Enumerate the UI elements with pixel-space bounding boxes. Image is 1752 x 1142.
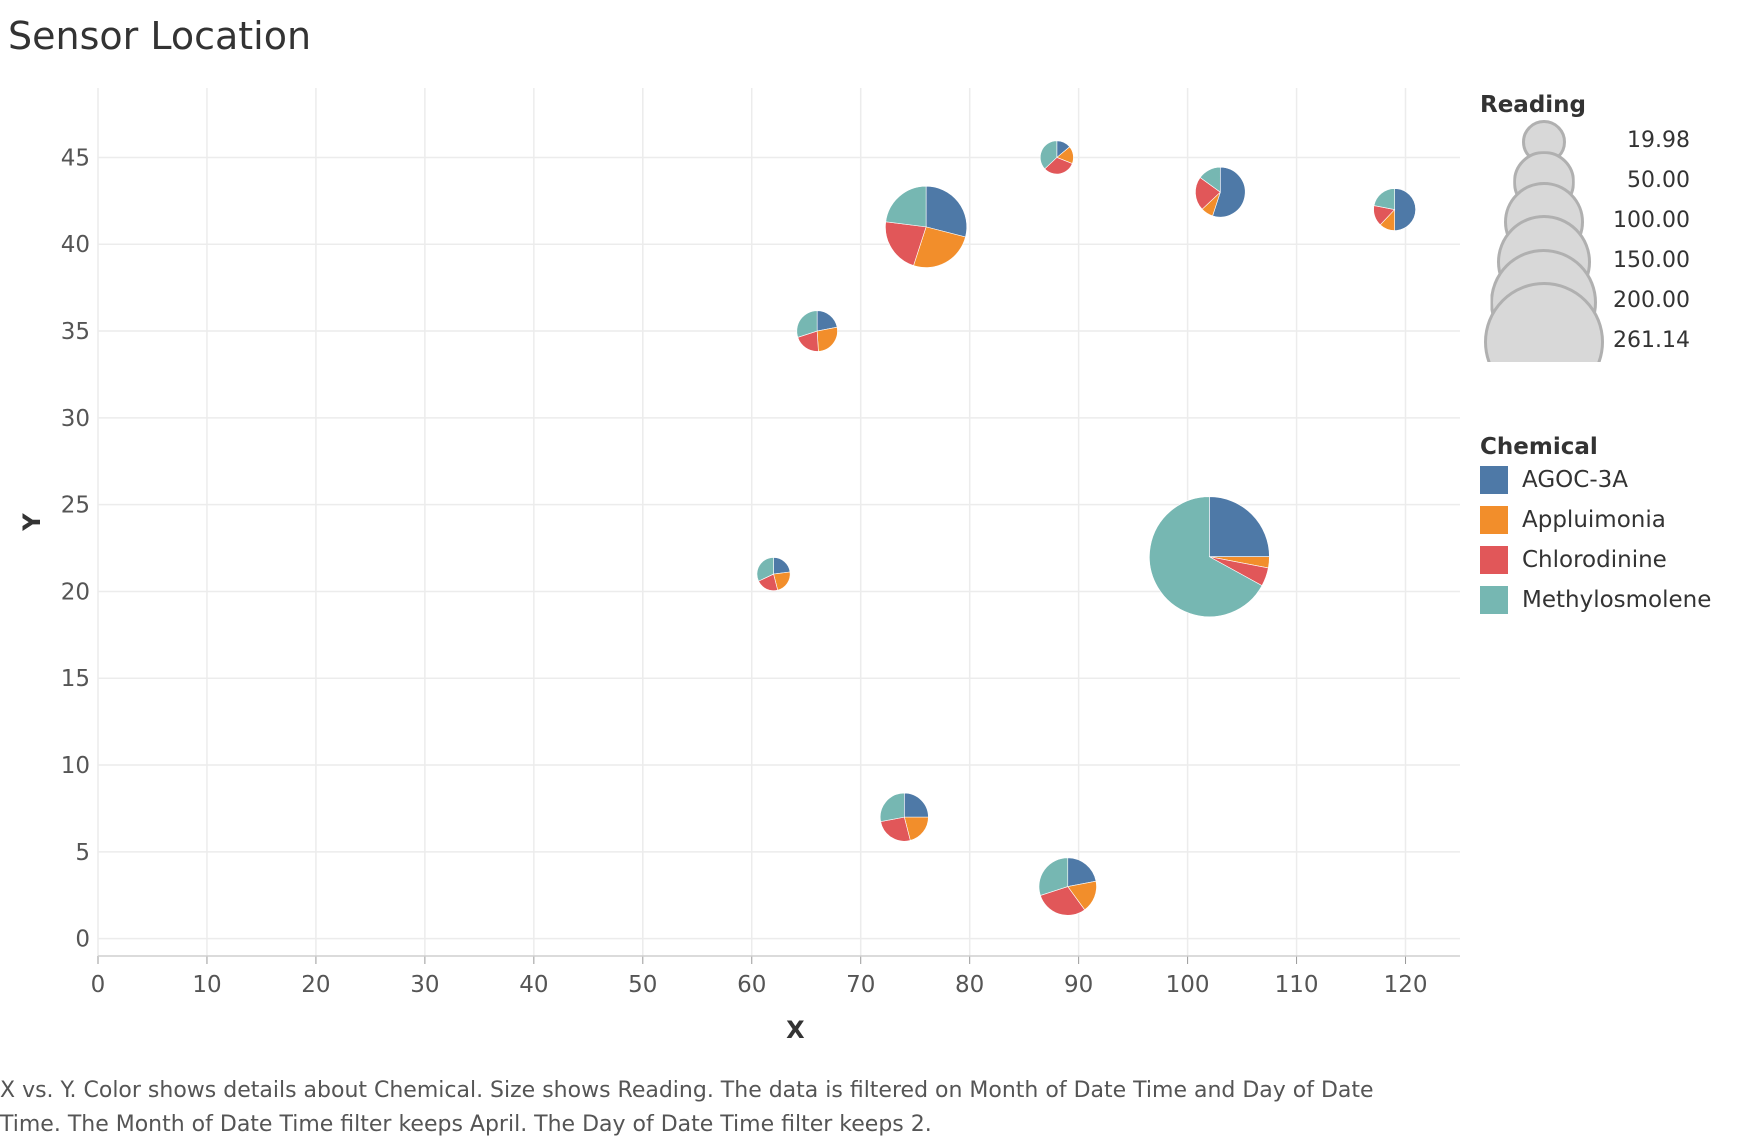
pie-slice-agoc-3a (925, 185, 968, 238)
pie-slice-agoc-3a (1209, 496, 1270, 558)
pie-slice-methylosmolene (885, 185, 927, 228)
legend-swatch (1480, 546, 1508, 574)
x-tick-label: 90 (1064, 972, 1093, 998)
legend-label: Appluimonia (1522, 507, 1666, 533)
size-legend-item: 19.98 (1480, 119, 1740, 163)
size-legend-label: 19.98 (1627, 128, 1690, 153)
color-legend: AGOC-3A Appluimonia Chlorodinine Methylosmo… (1480, 460, 1740, 620)
x-tick-label: 0 (91, 972, 106, 998)
color-legend-item: Methylosmolene (1480, 580, 1740, 620)
y-tick-label: 40 (61, 232, 90, 258)
pie-slice-methylosmolene (796, 310, 818, 338)
chart-title: Sensor Location (8, 14, 312, 58)
y-tick-label: 10 (61, 753, 90, 779)
y-tick-label: 25 (61, 493, 90, 519)
legend-label: Chlorodinine (1522, 547, 1667, 573)
legend-panel: Reading 19.98 50.00 100.00 150.00 200.00 261.… (1480, 92, 1740, 620)
pie-slice-methylosmolene (756, 557, 774, 582)
legend-label: AGOC-3A (1522, 467, 1628, 493)
size-legend-label: 150.00 (1613, 248, 1690, 273)
size-legend-title: Reading (1480, 92, 1587, 118)
y-axis-title: Y (18, 513, 46, 532)
x-tick-label: 100 (1166, 972, 1210, 998)
pie-slice-chlorodinine (880, 816, 911, 842)
pie-slice-methylosmolene (1039, 140, 1058, 170)
x-tick-label: 120 (1384, 972, 1428, 998)
x-tick-label: 40 (519, 972, 548, 998)
pie-slice-agoc-3a (1067, 857, 1097, 887)
pie-slice-methylosmolene (1038, 857, 1069, 896)
size-legend-circle (1484, 282, 1604, 362)
size-legend-item: 261.14 (1480, 282, 1740, 362)
x-tick-label: 60 (737, 972, 766, 998)
pie-slice-methylosmolene (1149, 496, 1263, 618)
pie-slice-chlorodinine (1195, 177, 1221, 210)
color-legend-title: Chemical (1480, 434, 1598, 460)
legend-label: Methylosmolene (1522, 587, 1712, 613)
y-tick-label: 45 (61, 145, 90, 171)
size-legend-label: 50.00 (1627, 168, 1690, 193)
color-legend-item: Appluimonia (1480, 500, 1740, 540)
pie-slice-appluimonia (816, 326, 838, 352)
size-legend: 19.98 50.00 100.00 150.00 200.00 261.14 (1480, 119, 1740, 412)
x-tick-label: 80 (955, 972, 984, 998)
y-tick-label: 0 (75, 927, 90, 953)
x-tick-label: 30 (410, 972, 439, 998)
y-tick-label: 5 (75, 840, 90, 866)
pie-slice-chlorodinine (1044, 157, 1073, 175)
chart-caption: X vs. Y. Color shows details about Chemi… (0, 1078, 1374, 1137)
size-legend-label: 200.00 (1613, 288, 1690, 313)
pie-slice-methylosmolene (1373, 188, 1395, 210)
pie-slice-methylosmolene (1199, 166, 1221, 193)
sensor-scatter-plot: 0 10 20 30 40 50 60 70 80 90 100 110 120 0 5 10 15 20 25 30… (18, 88, 1460, 1044)
y-tick-label: 15 (61, 666, 90, 692)
x-tick-label: 50 (628, 972, 657, 998)
x-tick-label: 20 (301, 972, 330, 998)
color-legend-item: Chlorodinine (1480, 540, 1740, 580)
pie-slice-agoc-3a (1212, 166, 1246, 218)
legend-swatch (1480, 506, 1508, 534)
pie-slice-agoc-3a (904, 792, 929, 818)
x-axis-title: X (786, 1016, 805, 1044)
pie-slice-chlorodinine (1040, 886, 1086, 916)
pie-slice-methylosmolene (879, 792, 905, 822)
size-legend-label: 100.00 (1613, 208, 1690, 233)
x-tick-label: 70 (846, 972, 875, 998)
pie-slice-agoc-3a (773, 557, 791, 575)
y-tick-label: 20 (61, 579, 90, 605)
y-tick-label: 30 (61, 406, 90, 432)
color-legend-item: AGOC-3A (1480, 460, 1740, 500)
x-tick-label: 10 (192, 972, 221, 998)
y-tick-label: 35 (61, 319, 90, 345)
size-legend-label: 261.14 (1613, 328, 1690, 353)
pie-slice-chlorodinine (885, 221, 927, 266)
x-tick-label: 110 (1275, 972, 1319, 998)
legend-swatch (1480, 586, 1508, 614)
legend-swatch (1480, 466, 1508, 494)
pie-slice-appluimonia (913, 226, 966, 268)
pie-slice-agoc-3a (1394, 188, 1416, 231)
